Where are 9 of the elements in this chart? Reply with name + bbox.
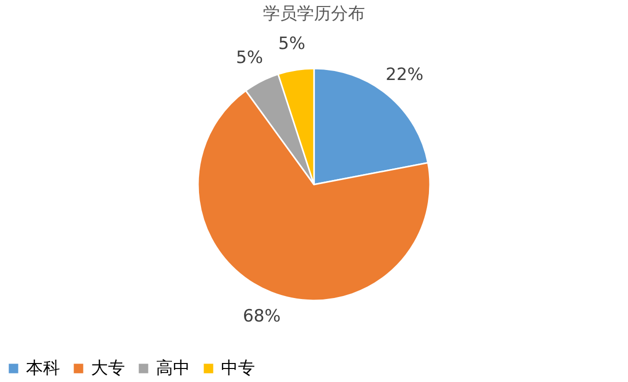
data-label: 5% [236, 48, 264, 68]
chart-title: 学员学历分布 [263, 4, 365, 24]
legend-label: 本科 [26, 358, 60, 379]
data-label: 68% [242, 306, 281, 327]
data-label: 22% [386, 65, 424, 86]
legend-label: 中专 [221, 358, 255, 379]
legend-label: 大专 [91, 358, 125, 379]
legend-label: 高中 [156, 358, 190, 379]
data-label: 5% [278, 34, 306, 54]
